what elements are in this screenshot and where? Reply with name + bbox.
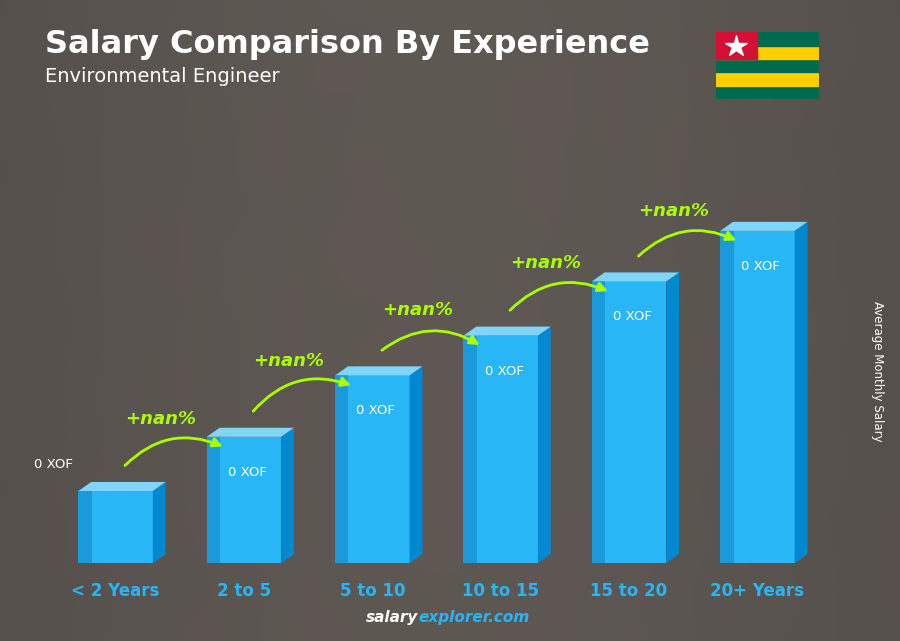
Text: +nan%: +nan% xyxy=(125,410,196,428)
Polygon shape xyxy=(281,428,294,563)
Polygon shape xyxy=(464,327,551,336)
Bar xyxy=(716,32,819,46)
Text: +nan%: +nan% xyxy=(510,254,581,272)
Bar xyxy=(716,59,819,72)
Bar xyxy=(720,231,733,563)
Text: 0 XOF: 0 XOF xyxy=(742,260,780,273)
Bar xyxy=(335,376,348,563)
Bar xyxy=(716,86,819,99)
Text: Average Monthly Salary: Average Monthly Salary xyxy=(871,301,884,442)
Text: +nan%: +nan% xyxy=(638,202,709,220)
Polygon shape xyxy=(153,482,166,563)
Bar xyxy=(592,281,666,563)
Polygon shape xyxy=(207,428,294,437)
Text: salary: salary xyxy=(366,610,418,625)
Bar xyxy=(716,46,819,59)
Polygon shape xyxy=(335,367,422,376)
Polygon shape xyxy=(538,327,551,563)
Text: 0 XOF: 0 XOF xyxy=(613,310,652,323)
Bar xyxy=(335,376,410,563)
Polygon shape xyxy=(78,482,166,491)
Bar xyxy=(716,32,757,59)
Polygon shape xyxy=(592,272,680,281)
Polygon shape xyxy=(795,222,807,563)
Text: +nan%: +nan% xyxy=(382,301,453,319)
Bar xyxy=(207,437,220,563)
Polygon shape xyxy=(410,367,422,563)
Bar xyxy=(592,281,605,563)
Text: explorer.com: explorer.com xyxy=(418,610,530,625)
Bar xyxy=(464,336,477,563)
Text: 0 XOF: 0 XOF xyxy=(484,365,524,378)
Text: Environmental Engineer: Environmental Engineer xyxy=(45,67,280,87)
Text: +nan%: +nan% xyxy=(254,352,324,370)
Polygon shape xyxy=(720,222,807,231)
Bar xyxy=(716,72,819,86)
Bar xyxy=(207,437,281,563)
Text: Salary Comparison By Experience: Salary Comparison By Experience xyxy=(45,29,650,60)
Bar xyxy=(78,491,153,563)
Bar xyxy=(720,231,795,563)
Polygon shape xyxy=(666,272,680,563)
Bar xyxy=(464,336,538,563)
Text: 0 XOF: 0 XOF xyxy=(228,466,266,479)
Text: 0 XOF: 0 XOF xyxy=(356,404,395,417)
Bar xyxy=(78,491,92,563)
Text: 0 XOF: 0 XOF xyxy=(34,458,73,471)
